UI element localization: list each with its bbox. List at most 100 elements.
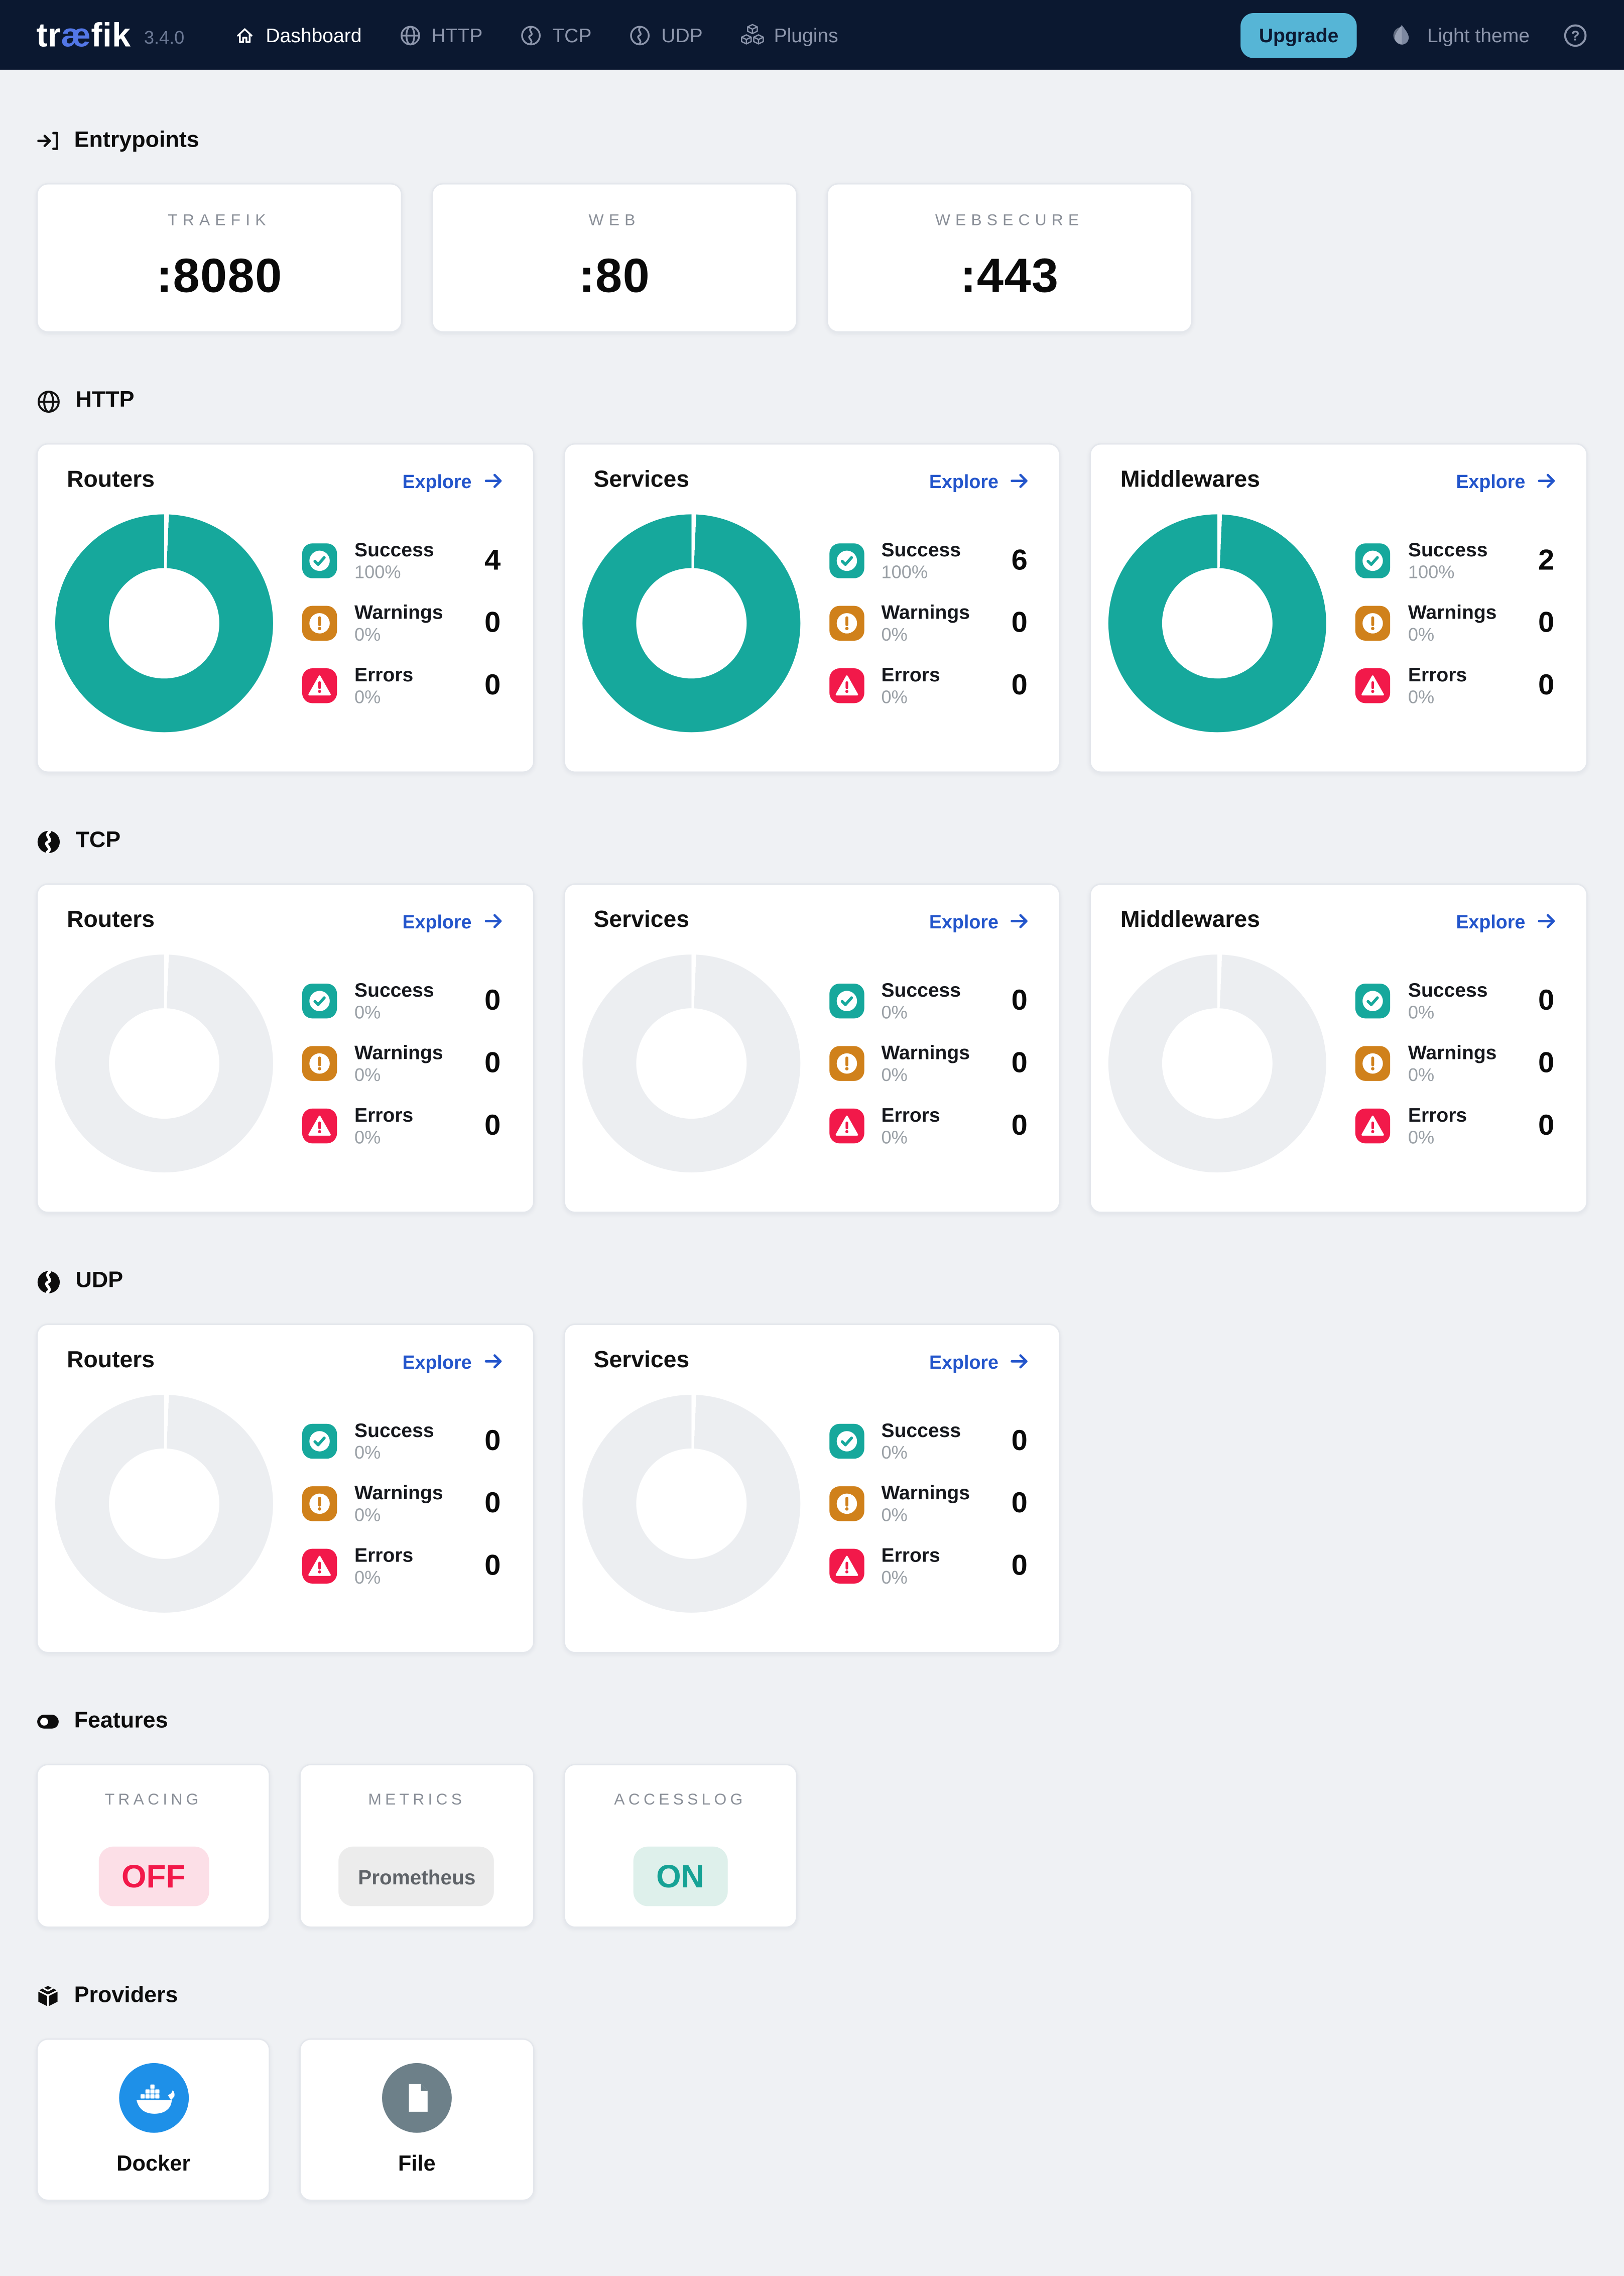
explore-link[interactable]: Explore: [403, 1351, 504, 1372]
warning-badge-icon: [829, 1046, 864, 1081]
legend-row-errors: Errors 0% 0: [302, 1544, 504, 1588]
upgrade-button[interactable]: Upgrade: [1240, 12, 1357, 58]
nav-item-tcp[interactable]: TCP: [521, 24, 591, 46]
legend-row-warnings: Warnings 0% 0: [1355, 602, 1557, 645]
legend-value: 0: [1011, 1109, 1028, 1141]
feature-status-badge: ON: [633, 1846, 727, 1906]
legend-value: 0: [1011, 1424, 1028, 1457]
legend-label: Success: [1408, 979, 1488, 1001]
legend-value: 0: [484, 1109, 501, 1141]
http-services-card: Services Explore Success 100% 6: [563, 443, 1061, 773]
nav-item-plugins[interactable]: Plugins: [740, 23, 838, 46]
card-title: Middlewares: [1120, 467, 1260, 493]
legend-percent: 0%: [881, 1065, 908, 1086]
legend-value: 0: [1538, 984, 1555, 1017]
feature-name: TRACING: [104, 1791, 202, 1809]
explore-link[interactable]: Explore: [929, 470, 1031, 492]
arrow-right-icon: [483, 911, 504, 931]
legend-label: Warnings: [881, 1482, 970, 1504]
traefik-logo[interactable]: træfik: [36, 15, 131, 54]
card-title: Routers: [67, 908, 155, 933]
provider-name: File: [398, 2151, 436, 2177]
legend-label: Warnings: [881, 601, 970, 624]
success-badge-icon: [302, 1423, 337, 1459]
nav-items: Dashboard HTTP TCP UDP Plugins: [234, 23, 838, 46]
entrypoint-name: WEBSECURE: [935, 212, 1084, 230]
nav-item-label: Dashboard: [266, 24, 362, 46]
explore-link[interactable]: Explore: [1456, 470, 1557, 492]
explore-label: Explore: [1456, 910, 1526, 932]
tcp-middlewares-card: Middlewares Explore Success 0% 0: [1090, 883, 1588, 1214]
status-legend: Success 100% 2 Warnings 0% 0 Errors 0% 0: [1355, 539, 1557, 707]
legend-row-warnings: Warnings 0% 0: [302, 1482, 504, 1525]
legend-percent: 0%: [354, 1443, 381, 1463]
explore-label: Explore: [402, 470, 472, 492]
entrypoints-section-header: Entrypoints: [36, 128, 1587, 154]
warning-badge-icon: [1355, 1046, 1391, 1081]
section-title: Entrypoints: [74, 128, 199, 153]
success-badge-icon: [829, 543, 864, 578]
error-badge-icon: [829, 1108, 864, 1144]
feature-name: METRICS: [368, 1791, 466, 1809]
feature-status-badge: Prometheus: [339, 1846, 494, 1906]
arrow-right-icon: [1537, 911, 1557, 931]
legend-row-success: Success 100% 2: [1355, 539, 1557, 582]
legend-row-success: Success 0% 0: [302, 1419, 504, 1463]
explore-label: Explore: [929, 1350, 998, 1373]
legend-row-success: Success 100% 6: [829, 539, 1030, 582]
protocol-icon: [521, 24, 542, 46]
udp-services-card: Services Explore Success 0% 0: [563, 1324, 1061, 1653]
explore-link[interactable]: Explore: [929, 910, 1031, 932]
status-legend: Success 0% 0 Warnings 0% 0 Errors 0% 0: [302, 979, 504, 1148]
legend-percent: 0%: [354, 1505, 381, 1526]
success-badge-icon: [302, 543, 337, 578]
legend-percent: 0%: [1408, 1127, 1435, 1148]
providers-icon: [36, 1985, 59, 2008]
entrypoint-port: :80: [578, 248, 651, 302]
nav-item-dashboard[interactable]: Dashboard: [234, 24, 362, 46]
explore-label: Explore: [402, 910, 472, 932]
feature-card-tracing: TRACING OFF: [36, 1763, 271, 1928]
legend-value: 0: [1011, 1046, 1028, 1079]
tcp-cards: Routers Explore Success 0% 0: [36, 883, 1588, 1214]
legend-row-errors: Errors 0% 0: [829, 664, 1030, 707]
status-donut-chart: [582, 1394, 800, 1613]
explore-link[interactable]: Explore: [929, 1351, 1031, 1372]
legend-value: 4: [484, 544, 501, 576]
warning-badge-icon: [1355, 606, 1391, 641]
error-badge-icon: [302, 1548, 337, 1584]
features-icon: [36, 1710, 59, 1733]
legend-value: 0: [484, 984, 501, 1017]
entrypoint-card-traefik: TRAEFIK :8080: [36, 183, 403, 333]
legend-row-errors: Errors 0% 0: [302, 1104, 504, 1148]
legend-label: Warnings: [1408, 1041, 1497, 1064]
legend-label: Errors: [354, 1104, 414, 1126]
legend-label: Success: [354, 979, 434, 1001]
features-section-header: Features: [36, 1709, 1587, 1735]
status-legend: Success 0% 0 Warnings 0% 0 Errors 0% 0: [1355, 979, 1557, 1148]
tcp-services-card: Services Explore Success 0% 0: [563, 883, 1061, 1214]
legend-label: Warnings: [881, 1041, 970, 1064]
legend-value: 0: [1011, 1549, 1028, 1582]
status-donut-chart: [1108, 514, 1327, 733]
legend-percent: 0%: [354, 625, 381, 645]
explore-label: Explore: [1456, 470, 1526, 492]
explore-link[interactable]: Explore: [1456, 910, 1557, 932]
explore-link[interactable]: Explore: [402, 910, 504, 932]
nav-item-udp[interactable]: UDP: [630, 24, 703, 46]
card-title: Routers: [67, 467, 155, 493]
nav-item-http[interactable]: HTTP: [400, 24, 482, 46]
legend-percent: 0%: [881, 1002, 908, 1023]
success-badge-icon: [302, 983, 337, 1019]
theme-toggle[interactable]: Light theme: [1391, 23, 1530, 46]
explore-link[interactable]: Explore: [402, 470, 504, 492]
entrypoint-card-websecure: WEBSECURE :443: [826, 183, 1193, 333]
help-button[interactable]: ?: [1563, 23, 1588, 47]
status-donut-chart: [55, 514, 273, 733]
globe-icon: [36, 389, 61, 413]
feature-status-badge: OFF: [98, 1846, 209, 1906]
explore-label: Explore: [929, 910, 998, 932]
plugins-icon: [740, 23, 764, 46]
tcp-routers-card: Routers Explore Success 0% 0: [36, 883, 534, 1214]
arrow-right-icon: [483, 471, 504, 492]
